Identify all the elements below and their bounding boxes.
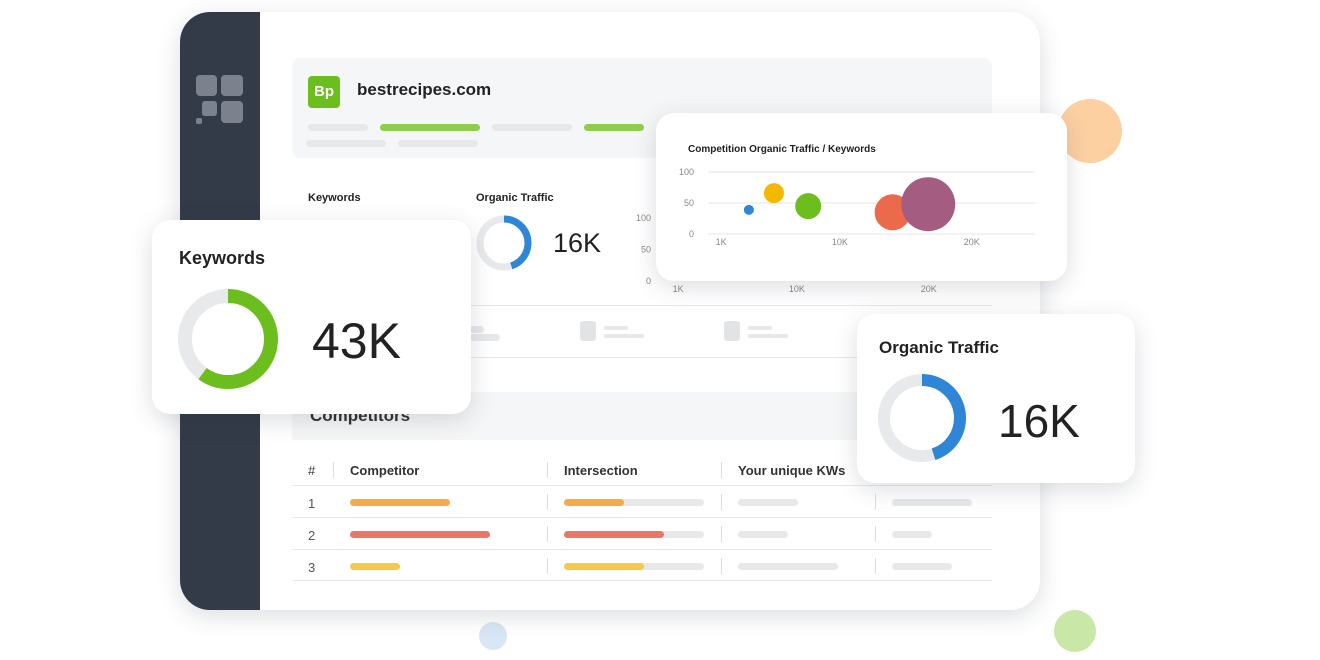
table-header: Competitor bbox=[350, 463, 420, 478]
y-tick-label: 50 bbox=[684, 198, 694, 208]
y-tick-label: 50 bbox=[641, 245, 651, 255]
separator bbox=[547, 526, 548, 542]
row-number: 3 bbox=[308, 560, 316, 575]
separator bbox=[875, 558, 876, 574]
divider bbox=[292, 485, 992, 486]
skeleton bbox=[564, 499, 704, 506]
skeleton bbox=[350, 499, 450, 506]
logo bbox=[196, 75, 217, 96]
separator bbox=[875, 494, 876, 510]
divider bbox=[292, 357, 992, 358]
skeleton bbox=[308, 124, 368, 131]
x-tick-label: 1K bbox=[716, 237, 727, 247]
skeleton bbox=[738, 531, 788, 538]
skeleton bbox=[724, 321, 740, 341]
table-header: # bbox=[308, 463, 316, 478]
table-header: Your unique KWs bbox=[738, 463, 846, 478]
divider bbox=[292, 549, 992, 550]
logo bbox=[202, 101, 217, 116]
y-tick-label: 0 bbox=[689, 229, 694, 239]
card-title: Organic Traffic bbox=[879, 338, 999, 357]
skeleton bbox=[564, 563, 644, 570]
divider bbox=[292, 305, 992, 306]
x-tick-label: 1K bbox=[673, 284, 684, 294]
donut-arc bbox=[476, 215, 532, 271]
deco-circle bbox=[1054, 610, 1096, 652]
separator bbox=[721, 494, 722, 510]
y-tick-label: 0 bbox=[646, 276, 651, 286]
x-tick-label: 20K bbox=[921, 284, 937, 294]
row-number: 2 bbox=[308, 528, 316, 543]
skeleton bbox=[350, 563, 400, 570]
skeleton bbox=[380, 124, 480, 131]
y-tick-label: 100 bbox=[636, 213, 651, 223]
donut bbox=[178, 289, 278, 389]
divider bbox=[292, 580, 992, 581]
donut-arc bbox=[878, 374, 966, 462]
skeleton bbox=[748, 326, 772, 330]
chart: Competition Organic Traffic / Keywords 0… bbox=[679, 144, 1035, 247]
bubble bbox=[763, 183, 784, 204]
stat-label: Organic Traffic bbox=[476, 192, 554, 204]
background-chart: 0 50 100 1K 10K 20K bbox=[636, 213, 937, 294]
deco-circle bbox=[1058, 99, 1122, 163]
logo bbox=[221, 75, 243, 96]
skeleton bbox=[398, 140, 478, 147]
skeleton bbox=[580, 321, 596, 341]
donut bbox=[476, 215, 532, 271]
skeleton bbox=[892, 563, 952, 570]
bubble bbox=[743, 204, 754, 215]
skeleton bbox=[584, 124, 644, 131]
stat-value: 16K bbox=[553, 228, 602, 258]
x-tick-label: 10K bbox=[789, 284, 805, 294]
skeleton bbox=[564, 531, 664, 538]
bubble bbox=[795, 193, 822, 220]
skeleton bbox=[306, 140, 386, 147]
stat-label: Keywords bbox=[308, 192, 361, 204]
chart-card: Competition Organic Traffic / Keywords 0… bbox=[656, 113, 1067, 281]
card-value: 16K bbox=[998, 395, 1080, 447]
site-domain: bestrecipes.com bbox=[357, 80, 492, 99]
skeleton bbox=[470, 334, 500, 341]
skeleton bbox=[748, 334, 788, 338]
divider bbox=[292, 517, 992, 518]
logo bbox=[196, 118, 202, 124]
skeleton bbox=[492, 124, 572, 131]
deco-circle bbox=[479, 622, 507, 650]
skeleton bbox=[892, 499, 972, 506]
table-header: Intersection bbox=[564, 463, 638, 478]
row-number: 1 bbox=[308, 496, 316, 511]
x-tick-label: 10K bbox=[832, 237, 848, 247]
bubble bbox=[901, 177, 956, 232]
separator bbox=[721, 558, 722, 574]
x-tick-label: 20K bbox=[964, 237, 980, 247]
skeleton bbox=[470, 326, 484, 333]
separator bbox=[547, 462, 548, 478]
traffic-card: Organic Traffic 16K bbox=[857, 314, 1135, 483]
separator bbox=[547, 494, 548, 510]
skeleton bbox=[892, 531, 932, 538]
card-value: 43K bbox=[312, 313, 401, 369]
donut-arc bbox=[178, 289, 278, 389]
keywords-card: Keywords 43K bbox=[152, 220, 471, 414]
y-tick-label: 100 bbox=[679, 167, 694, 177]
separator bbox=[875, 526, 876, 542]
skeleton bbox=[604, 326, 628, 330]
skeleton bbox=[738, 499, 798, 506]
donut bbox=[878, 374, 966, 462]
card-title: Keywords bbox=[179, 248, 266, 268]
skeleton bbox=[604, 334, 644, 338]
skeleton bbox=[350, 531, 490, 538]
chart-title: Competition Organic Traffic / Keywords bbox=[688, 144, 876, 155]
separator bbox=[721, 526, 722, 542]
separator bbox=[721, 462, 722, 478]
site-badge: Bp bbox=[308, 76, 340, 108]
separator bbox=[547, 558, 548, 574]
skeleton bbox=[564, 499, 624, 506]
separator bbox=[333, 462, 334, 478]
logo bbox=[221, 101, 243, 123]
skeleton bbox=[738, 563, 838, 570]
